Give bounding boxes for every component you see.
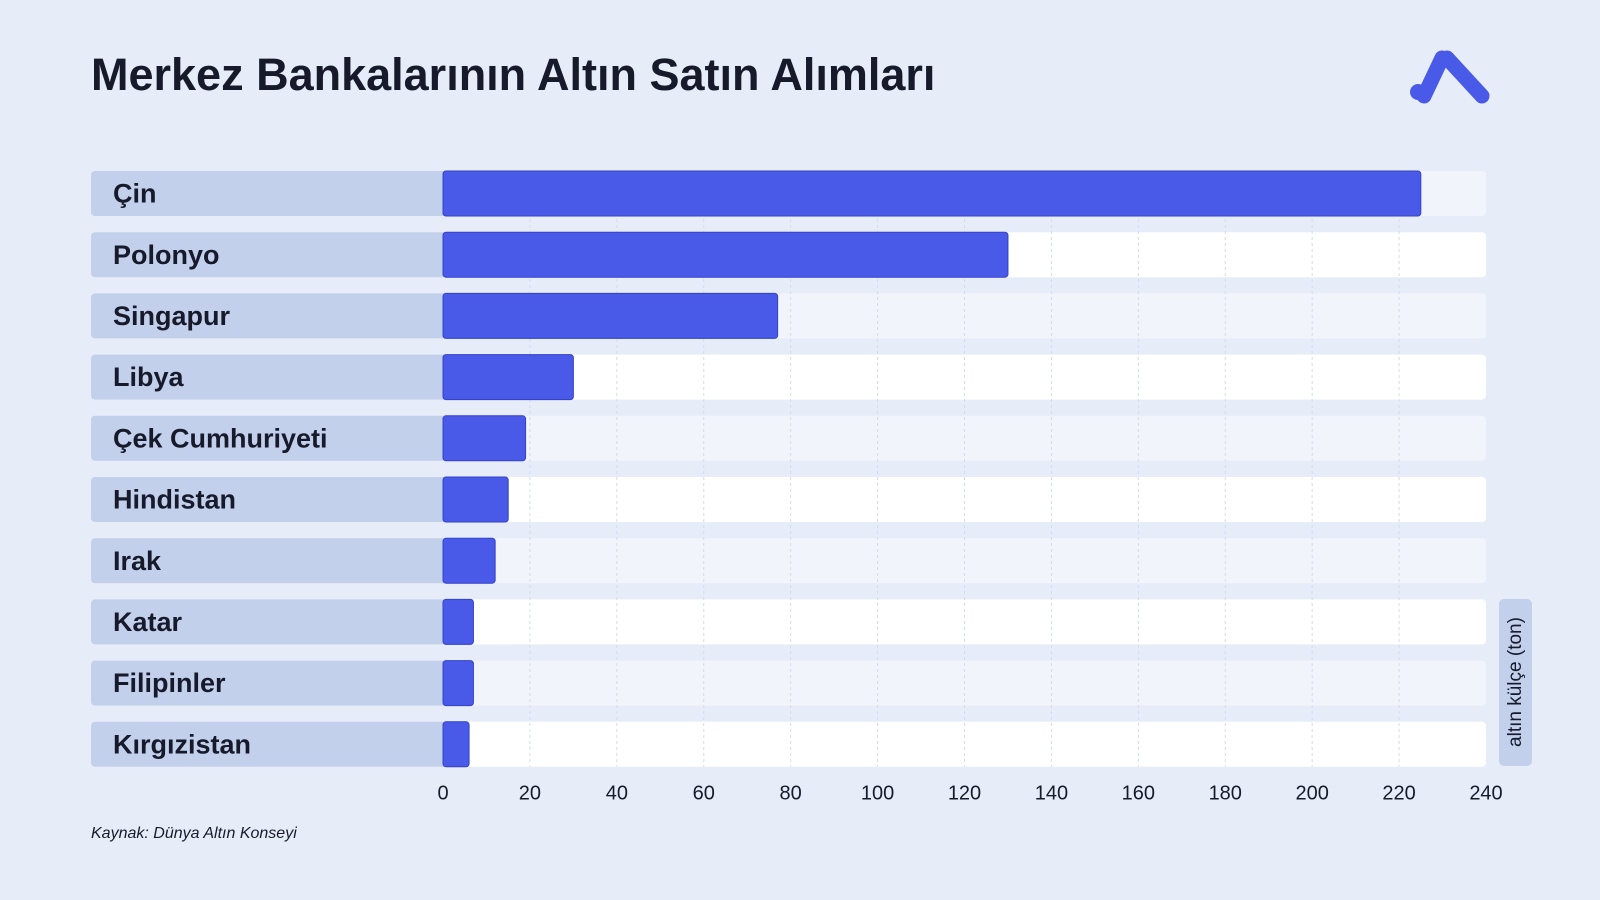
bar	[442, 415, 527, 462]
x-tick-label: 140	[1035, 782, 1068, 804]
label-background	[91, 721, 447, 767]
x-tick-label: 160	[1122, 782, 1155, 804]
bar	[442, 537, 496, 584]
bar	[442, 660, 474, 707]
x-tick-label: 220	[1382, 782, 1415, 804]
logo	[1410, 50, 1490, 104]
x-tick-label: 180	[1209, 782, 1242, 804]
x-tick-label: 240	[1469, 782, 1502, 804]
row-background	[443, 477, 1486, 522]
axis-label: altın külçe (ton)	[1505, 617, 1526, 747]
source-note: Kaynak: Dünya Altın Konseyi	[91, 825, 297, 842]
x-tick-label: 100	[861, 782, 894, 804]
category-label: Çek Cumhuriyeti	[113, 423, 328, 453]
chart-title: Merkez Bankalarının Altın Satın Alımları	[91, 49, 935, 100]
bar	[442, 476, 509, 523]
category-label: Polonyo	[113, 240, 220, 270]
category-label: Katar	[113, 607, 183, 637]
logo-stroke	[1439, 50, 1490, 104]
label-background	[91, 415, 447, 461]
category-label: Kırgızistan	[113, 729, 251, 759]
label-background	[91, 232, 447, 278]
x-tick-label: 200	[1295, 782, 1328, 804]
category-label: Libya	[113, 362, 185, 392]
x-tick-label: 80	[780, 782, 802, 804]
category-label: Çin	[113, 179, 157, 209]
x-tick-label: 0	[437, 782, 448, 804]
x-tick-label: 40	[606, 782, 628, 804]
logo-stroke	[1416, 50, 1450, 104]
category-label: Singapur	[113, 301, 230, 331]
bar	[442, 231, 1009, 278]
label-background	[91, 660, 447, 706]
bar	[442, 598, 474, 645]
label-background	[91, 293, 447, 339]
x-tick-label: 60	[693, 782, 715, 804]
category-label: Hindistan	[113, 485, 236, 515]
axis-label-box	[1499, 599, 1532, 766]
x-tick-label: 120	[948, 782, 981, 804]
label-background	[91, 171, 447, 216]
bar	[442, 721, 470, 768]
label-background	[91, 599, 447, 645]
bar	[442, 354, 574, 401]
label-background	[91, 354, 447, 400]
label-background	[91, 538, 447, 584]
bar	[442, 292, 779, 339]
x-tick-label: 20	[519, 782, 541, 804]
category-label: Filipinler	[113, 668, 226, 698]
bar	[442, 170, 1422, 217]
label-background	[91, 477, 447, 522]
category-label: Irak	[113, 546, 162, 576]
